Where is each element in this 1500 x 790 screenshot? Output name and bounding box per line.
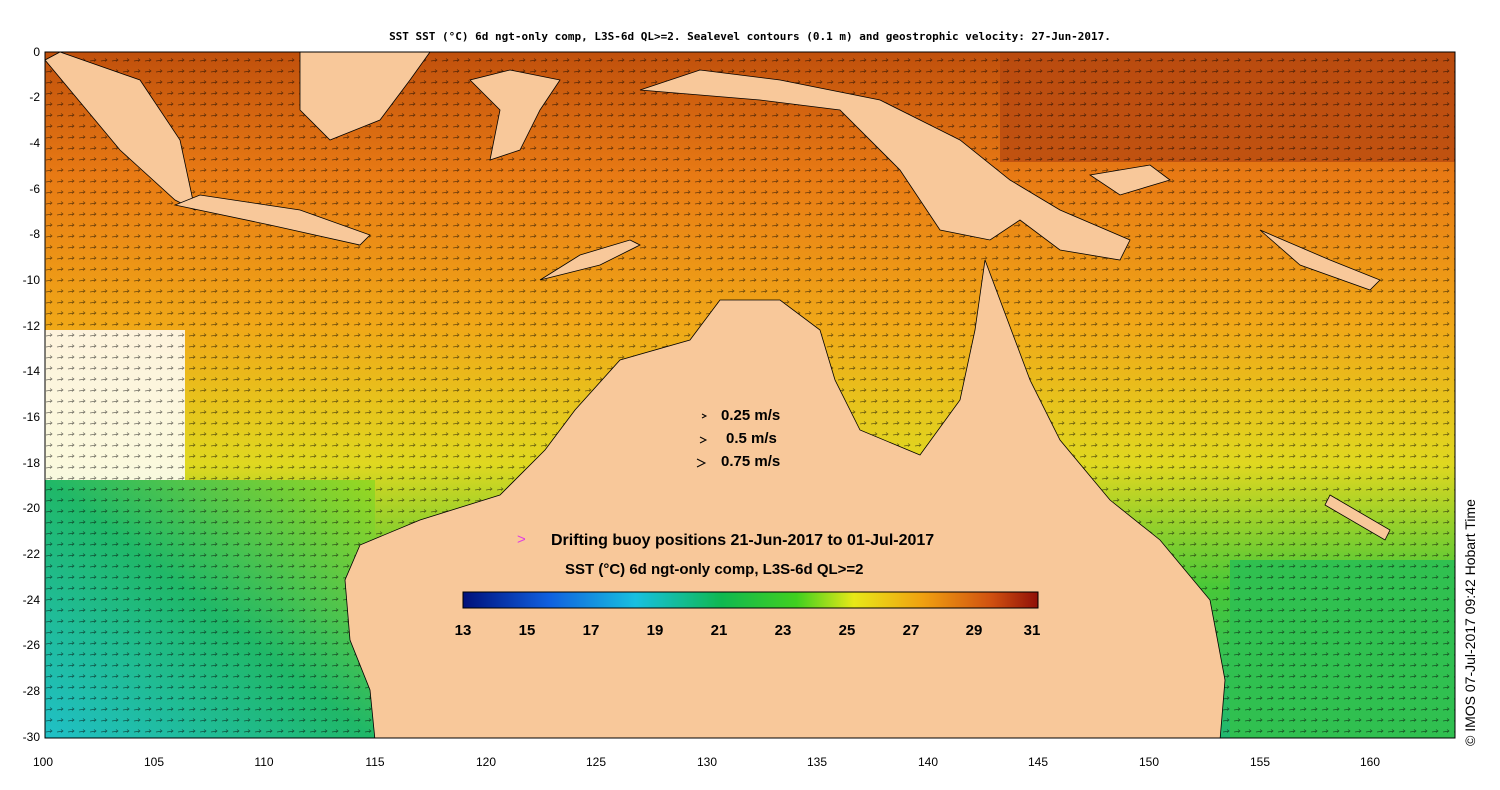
land-borneo <box>299 52 431 141</box>
y-tick: -6 <box>29 182 40 196</box>
x-tick: 100 <box>32 755 54 769</box>
x-tick: 155 <box>1249 755 1271 769</box>
y-tick: -30 <box>22 730 40 744</box>
colorbar-tick: 31 <box>1023 622 1041 639</box>
colorbar-tick: 17 <box>582 622 600 639</box>
velocity-legend-arrows <box>696 413 708 468</box>
map-title: SST SST (°C) 6d ngt-only comp, L3S-6d QL… <box>389 30 1111 43</box>
land-new-britain <box>1088 164 1171 196</box>
y-tick: -22 <box>22 547 40 561</box>
colorbar-tick: 23 <box>774 622 792 639</box>
y-tick: -16 <box>22 410 40 424</box>
land-timor <box>539 239 641 281</box>
colorbar-tick: 13 <box>454 622 472 639</box>
velocity-arrow-05 <box>699 436 708 444</box>
y-tick: -12 <box>22 319 40 333</box>
y-tick: -2 <box>29 90 40 104</box>
x-tick: 135 <box>806 755 828 769</box>
land-solomon-islands <box>1259 229 1381 291</box>
velocity-legend-label: 0.5 m/s <box>726 430 777 447</box>
velocity-legend-label: 0.75 m/s <box>721 453 781 470</box>
colorbar-tick: 19 <box>646 622 664 639</box>
colorbar-title: SST (°C) 6d ngt-only comp, L3S-6d QL>=2 <box>565 561 864 578</box>
x-tick: 115 <box>365 755 385 769</box>
land-new-caledonia <box>1324 494 1391 541</box>
y-tick: -20 <box>22 501 40 515</box>
plot-frame <box>44 51 1456 739</box>
y-tick: 0 <box>33 45 40 59</box>
x-tick: 130 <box>696 755 718 769</box>
y-tick: -10 <box>22 273 40 287</box>
land-new-guinea <box>639 69 1131 261</box>
y-tick: -24 <box>22 593 40 607</box>
x-tick: 160 <box>1359 755 1381 769</box>
colorbar-tick: 29 <box>965 622 983 639</box>
x-tick: 150 <box>1138 755 1160 769</box>
x-tick: 140 <box>917 755 939 769</box>
x-tick: 105 <box>143 755 165 769</box>
credit-label: © IMOS 07-Jul-2017 09:42 Hobart Time <box>1462 499 1478 746</box>
velocity-legend-label: 0.25 m/s <box>721 407 781 424</box>
x-tick: 110 <box>254 755 274 769</box>
x-tick: 145 <box>1027 755 1049 769</box>
x-tick: 120 <box>475 755 497 769</box>
y-tick: -4 <box>29 136 40 150</box>
y-tick: -8 <box>29 227 40 241</box>
colorbar-tick: 27 <box>902 622 920 639</box>
velocity-arrow-075 <box>696 458 707 468</box>
land-sumatra <box>45 52 196 211</box>
y-tick: -28 <box>22 684 40 698</box>
colorbar <box>462 591 1039 609</box>
y-tick: -14 <box>22 364 40 378</box>
y-tick: -26 <box>22 638 40 652</box>
map-plot-area <box>45 52 1455 738</box>
y-tick: -18 <box>22 456 40 470</box>
colorbar-tick: 25 <box>838 622 856 639</box>
land-australia <box>344 259 1226 738</box>
land-java <box>173 194 371 246</box>
land-masses <box>45 52 1391 738</box>
velocity-arrow-025 <box>701 413 708 419</box>
buoy-marker-icon: > <box>517 531 526 548</box>
colorbar-tick: 15 <box>518 622 536 639</box>
buoy-legend-label: Drifting buoy positions 21-Jun-2017 to 0… <box>551 532 935 549</box>
land-sulawesi <box>469 69 561 161</box>
colorbar-tick: 21 <box>710 622 728 639</box>
x-tick: 125 <box>585 755 607 769</box>
